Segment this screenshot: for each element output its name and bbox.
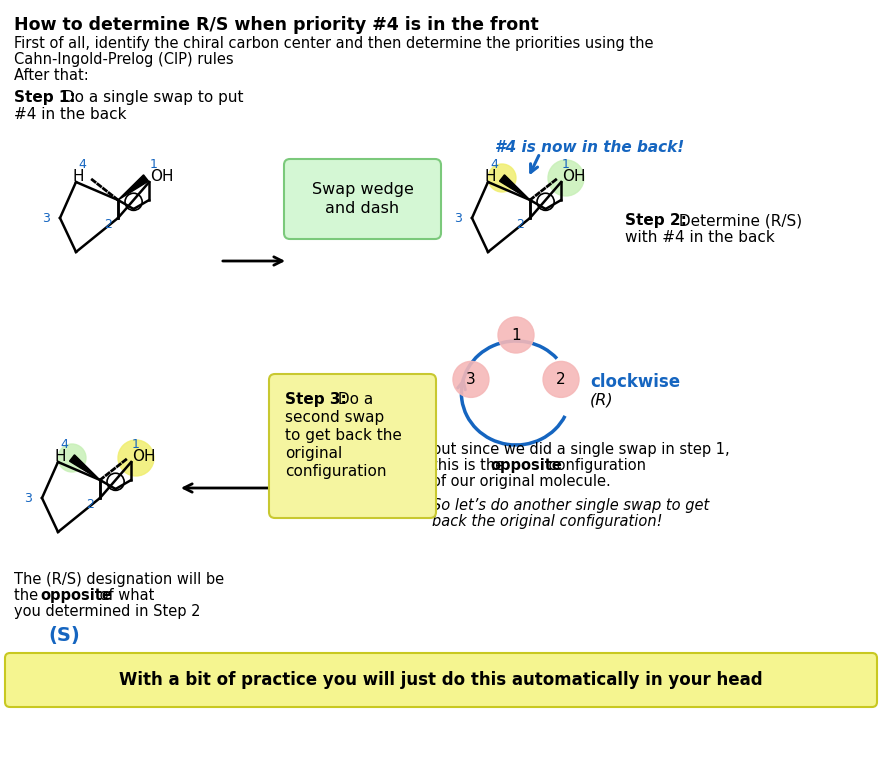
Text: OH: OH xyxy=(132,448,156,463)
Text: #4 in the back: #4 in the back xyxy=(14,107,126,122)
Circle shape xyxy=(543,361,579,397)
Text: opposite: opposite xyxy=(40,588,112,603)
Text: H: H xyxy=(484,169,496,183)
Text: The (R/S) designation will be: The (R/S) designation will be xyxy=(14,572,225,587)
Text: Step 1:: Step 1: xyxy=(14,90,76,105)
FancyBboxPatch shape xyxy=(269,374,436,518)
Circle shape xyxy=(58,444,86,472)
Text: 3: 3 xyxy=(466,372,476,387)
Text: 1: 1 xyxy=(511,328,521,343)
Text: 4: 4 xyxy=(60,437,68,451)
Text: (R): (R) xyxy=(590,393,613,408)
Circle shape xyxy=(488,164,516,192)
Text: 1: 1 xyxy=(150,158,158,170)
FancyBboxPatch shape xyxy=(284,159,441,239)
Text: configuration: configuration xyxy=(544,458,646,473)
Text: OH: OH xyxy=(150,169,173,183)
Text: OH: OH xyxy=(562,169,585,183)
Text: Do a single swap to put: Do a single swap to put xyxy=(58,90,243,105)
Text: the: the xyxy=(14,588,42,603)
Text: 3: 3 xyxy=(24,492,32,504)
Text: 4: 4 xyxy=(78,158,86,170)
Text: Step 2:: Step 2: xyxy=(625,213,687,228)
Text: of our original molecule.: of our original molecule. xyxy=(432,474,611,489)
Text: 1: 1 xyxy=(132,437,140,451)
Circle shape xyxy=(548,160,584,196)
Text: with #4 in the back: with #4 in the back xyxy=(625,230,774,245)
Polygon shape xyxy=(118,175,149,200)
Text: original: original xyxy=(285,446,342,461)
Circle shape xyxy=(118,440,154,476)
Text: H: H xyxy=(55,448,66,463)
Text: (S): (S) xyxy=(48,626,80,645)
Circle shape xyxy=(453,361,489,397)
Text: back the original configuration!: back the original configuration! xyxy=(432,514,662,529)
Text: clockwise: clockwise xyxy=(590,373,680,391)
Text: Determine (R/S): Determine (R/S) xyxy=(674,213,802,228)
Text: So let’s do another single swap to get: So let’s do another single swap to get xyxy=(432,498,709,513)
Text: 3: 3 xyxy=(454,212,462,224)
Text: First of all, identify the chiral carbon center and then determine the prioritie: First of all, identify the chiral carbon… xyxy=(14,36,653,51)
Text: Swap wedge
and dash: Swap wedge and dash xyxy=(311,182,414,216)
Text: Cahn-Ingold-Prelog (CIP) rules: Cahn-Ingold-Prelog (CIP) rules xyxy=(14,52,233,67)
Text: Step 3:: Step 3: xyxy=(285,392,347,407)
Text: H: H xyxy=(72,169,84,183)
Polygon shape xyxy=(70,455,100,480)
Text: but since we did a single swap in step 1,: but since we did a single swap in step 1… xyxy=(432,442,729,457)
Text: you determined in Step 2: you determined in Step 2 xyxy=(14,604,201,619)
Text: How to determine R/S when priority #4 is in the front: How to determine R/S when priority #4 is… xyxy=(14,16,538,34)
Circle shape xyxy=(498,317,534,353)
Text: 2: 2 xyxy=(516,217,524,230)
Text: this is the: this is the xyxy=(432,458,509,473)
Text: #4 is now in the back!: #4 is now in the back! xyxy=(495,140,684,155)
Text: Do a: Do a xyxy=(333,392,373,407)
Text: of what: of what xyxy=(95,588,155,603)
Text: 4: 4 xyxy=(490,158,498,170)
Text: configuration: configuration xyxy=(285,464,386,479)
Text: 2: 2 xyxy=(86,498,94,510)
Text: With a bit of practice you will just do this automatically in your head: With a bit of practice you will just do … xyxy=(119,671,763,689)
Text: to get back the: to get back the xyxy=(285,428,402,443)
Polygon shape xyxy=(499,175,530,200)
Text: 1: 1 xyxy=(562,158,570,170)
Text: After that:: After that: xyxy=(14,68,88,83)
Text: 2: 2 xyxy=(104,217,112,230)
Text: second swap: second swap xyxy=(285,410,385,425)
Text: opposite: opposite xyxy=(490,458,562,473)
FancyBboxPatch shape xyxy=(5,653,877,707)
Text: 3: 3 xyxy=(42,212,50,224)
Text: 2: 2 xyxy=(556,372,566,387)
